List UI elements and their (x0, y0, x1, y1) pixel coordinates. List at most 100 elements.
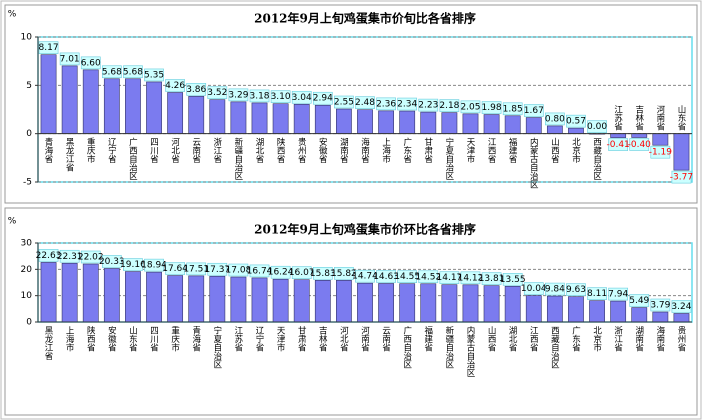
value-label-box (355, 269, 375, 283)
x-tick-label: 青海省 (191, 325, 201, 352)
bar (399, 110, 416, 134)
value-label: 3.79 (650, 301, 670, 311)
value-label-box (397, 270, 418, 283)
y-tick-label: 0 (26, 129, 32, 139)
value-label: 15.83 (310, 269, 336, 279)
bar (293, 279, 310, 323)
bar (589, 300, 605, 323)
value-label-box (481, 101, 502, 114)
value-label: 3.86 (186, 85, 206, 95)
y-tick-label: 0 (26, 318, 32, 328)
x-tick-label: 重庆市 (170, 325, 180, 352)
value-label: 14.52 (415, 272, 441, 282)
x-tick-label: 上海市 (381, 138, 391, 164)
value-label: 3.24 (671, 302, 691, 312)
bar (272, 103, 289, 134)
value-label-box (228, 263, 249, 277)
bar (314, 104, 331, 134)
value-label-box (523, 104, 544, 117)
bar (673, 313, 690, 323)
x-tick-label: 云南省 (381, 326, 391, 352)
bar (631, 133, 648, 138)
value-label-box (376, 97, 396, 111)
bar (146, 81, 162, 134)
x-tick-label: 甘肃省 (296, 325, 306, 352)
value-label: 3.10 (271, 92, 291, 102)
value-label-box (59, 249, 80, 263)
x-tick-label: 福建省 (507, 137, 517, 164)
chart-title: 2012年9月上旬鸡蛋集市价旬比各省排序 (254, 11, 476, 26)
bar (293, 103, 310, 134)
value-label-box (38, 249, 59, 262)
value-label: 1.98 (482, 103, 502, 113)
x-tick-label: 内蒙古自治区 (528, 137, 538, 189)
x-tick-label: 河北省 (338, 325, 348, 352)
value-label: 14.17 (437, 273, 463, 283)
value-label: 22.63 (36, 251, 62, 261)
bar (462, 113, 479, 134)
x-tick-label: 浙江省 (212, 137, 222, 164)
x-tick-label: 安徽省 (317, 137, 327, 164)
value-label-box (523, 282, 544, 295)
bar (652, 133, 669, 146)
value-label: 4.26 (165, 81, 185, 91)
y-tick-label: 30 (21, 239, 33, 249)
bar (631, 307, 648, 323)
x-tick-label: 江苏省 (233, 326, 243, 352)
bar (357, 109, 373, 134)
x-tick-label: 河北省 (170, 137, 180, 164)
value-label-box (608, 287, 629, 301)
value-label: 3.52 (207, 88, 227, 98)
bar (167, 92, 184, 134)
bar (357, 282, 373, 323)
x-tick-label: 辽宁省 (106, 138, 116, 164)
x-tick-label: 山西省 (549, 137, 559, 164)
value-label-box (80, 250, 101, 264)
x-tick-label: 安徽省 (106, 325, 116, 352)
value-label: 15.82 (331, 269, 357, 279)
value-label: 9.84 (545, 285, 565, 295)
y-tick-label: 10 (21, 33, 33, 43)
bar (82, 69, 99, 134)
x-tick-label: 云南省 (191, 138, 201, 164)
x-tick-label: 宁夏自治区 (444, 137, 454, 180)
bar (251, 102, 268, 134)
value-label: 17.37 (204, 265, 230, 275)
value-label-box (460, 271, 481, 285)
x-tick-label: 甘肃省 (423, 137, 433, 164)
y-axis-label: % (8, 217, 17, 227)
value-label: 14.55 (394, 272, 420, 282)
value-label-box (566, 114, 586, 128)
value-label-box (270, 265, 291, 279)
value-label-box (587, 120, 607, 133)
value-label-box (502, 273, 523, 286)
x-tick-label: 四川省 (149, 326, 159, 352)
x-tick-label: 河南省 (360, 325, 370, 352)
value-label: -0.40 (628, 140, 652, 150)
bar (209, 275, 226, 323)
value-label: 3.29 (228, 90, 248, 100)
bar (652, 311, 669, 323)
value-label-box (629, 294, 650, 307)
bar (230, 101, 247, 134)
bar (546, 125, 563, 134)
value-label: 2.36 (376, 99, 396, 109)
value-label: 16.24 (268, 268, 294, 278)
value-label: 19.16 (120, 260, 146, 270)
bar (103, 268, 120, 323)
x-tick-label: 西藏自治区 (549, 326, 559, 369)
value-label: 2.05 (460, 102, 480, 112)
value-label: 17.08 (226, 266, 252, 276)
x-tick-label: 北京市 (570, 138, 580, 164)
value-label-box (144, 258, 164, 272)
bar (146, 271, 162, 323)
y-tick-label: 5 (26, 81, 32, 91)
value-label: 3.18 (249, 91, 269, 101)
value-label-box (439, 99, 460, 112)
bar (483, 114, 500, 134)
value-label-box (629, 138, 650, 151)
value-label: 13.55 (500, 275, 526, 285)
x-tick-label: 天津市 (275, 326, 285, 352)
y-tick-label: 10 (21, 291, 33, 301)
